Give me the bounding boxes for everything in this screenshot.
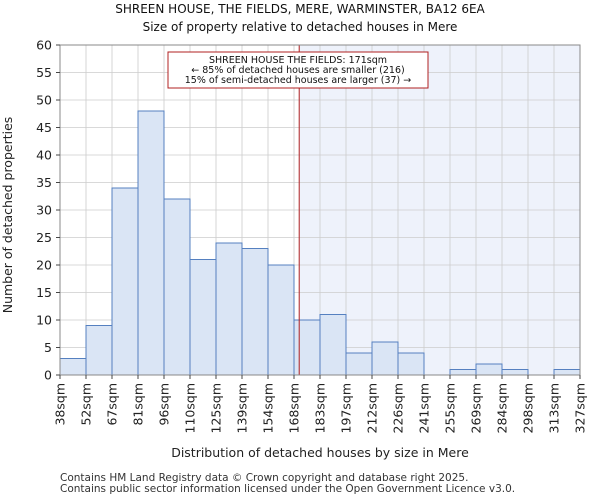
bar-81sqm xyxy=(137,110,165,376)
annotation-line-2: ← 85% of detached houses are smaller (21… xyxy=(191,65,404,76)
chart-title: SHREEN HOUSE, THE FIELDS, MERE, WARMINST… xyxy=(115,2,485,16)
bar-226sqm xyxy=(397,352,425,376)
x-tick-label-327sqm: 327sqm xyxy=(573,383,588,433)
x-tick-label-313sqm: 313sqm xyxy=(547,383,562,433)
x-tick-label-298sqm: 298sqm xyxy=(521,383,536,433)
x-tick-label-269sqm: 269sqm xyxy=(469,383,484,433)
bar-125sqm xyxy=(215,242,243,376)
y-axis-label: Number of detached properties xyxy=(0,117,15,314)
x-tick-label-183sqm: 183sqm xyxy=(313,383,328,433)
bar-168sqm xyxy=(293,319,321,376)
bar-67sqm xyxy=(111,187,139,376)
x-tick-label-197sqm: 197sqm xyxy=(339,383,354,433)
y-tick-label: 50 xyxy=(36,93,52,108)
footer-licence: Contains public sector information licen… xyxy=(60,483,516,495)
x-tick-label-241sqm: 241sqm xyxy=(417,383,432,433)
bar-38sqm xyxy=(59,358,87,376)
x-tick-label-125sqm: 125sqm xyxy=(209,383,224,433)
x-tick-label-284sqm: 284sqm xyxy=(495,383,510,433)
x-tick-label-81sqm: 81sqm xyxy=(131,383,146,426)
x-tick-label-168sqm: 168sqm xyxy=(287,383,302,433)
x-tick-label-255sqm: 255sqm xyxy=(443,383,458,433)
footer-copyright: Contains HM Land Registry data © Crown c… xyxy=(60,472,469,484)
y-tick-label: 0 xyxy=(44,368,52,383)
x-tick-label-38sqm: 38sqm xyxy=(53,383,68,426)
x-tick-label-96sqm: 96sqm xyxy=(157,383,172,426)
x-tick-label-154sqm: 154sqm xyxy=(261,383,276,433)
x-tick-label-226sqm: 226sqm xyxy=(391,383,406,433)
y-tick-label: 45 xyxy=(36,120,52,135)
chart-subtitle: Size of property relative to detached ho… xyxy=(143,20,458,34)
bar-183sqm xyxy=(319,314,347,376)
bar-197sqm xyxy=(345,352,373,376)
x-axis-ticks: 38sqm 52sqm 67sqm 81sqm 96sqm 110sqm 125sqm 139… xyxy=(53,375,588,433)
y-tick-label: 15 xyxy=(36,285,52,300)
x-tick-label-212sqm: 212sqm xyxy=(365,383,380,433)
annotation-line-3: 15% of semi-detached houses are larger (… xyxy=(185,75,412,86)
y-tick-label: 25 xyxy=(36,230,52,245)
bar-139sqm xyxy=(241,248,269,376)
y-tick-label: 35 xyxy=(36,175,52,190)
bar-313sqm xyxy=(553,369,581,376)
bar-154sqm xyxy=(267,264,295,376)
x-tick-label-52sqm: 52sqm xyxy=(79,383,94,426)
y-axis-ticks: 0 5 10 15 20 25 30 35 40 45 50 55 60 xyxy=(36,38,60,383)
bar-96sqm xyxy=(163,198,191,376)
x-axis-label: Distribution of detached houses by size … xyxy=(171,445,469,460)
annotation-frame xyxy=(167,51,429,89)
x-tick-label-67sqm: 67sqm xyxy=(105,383,120,426)
y-tick-label: 60 xyxy=(36,38,52,53)
y-tick-label: 55 xyxy=(36,65,52,80)
bar-52sqm xyxy=(85,325,113,376)
annotation-box: SHREEN HOUSE THE FIELDS: 171sqm ← 85% of… xyxy=(167,51,429,89)
y-tick-label: 20 xyxy=(36,258,52,273)
y-tick-label: 40 xyxy=(36,148,52,163)
y-tick-label: 10 xyxy=(36,313,52,328)
x-tick-label-110sqm: 110sqm xyxy=(183,383,198,433)
y-tick-label: 30 xyxy=(36,203,52,218)
bar-212sqm xyxy=(371,341,399,376)
y-tick-label: 5 xyxy=(44,340,52,355)
bar-284sqm xyxy=(501,369,529,376)
x-tick-label-139sqm: 139sqm xyxy=(235,383,250,433)
bar-255sqm xyxy=(449,369,477,376)
bar-110sqm xyxy=(189,259,217,376)
bar-269sqm xyxy=(475,363,503,376)
annotation-line-1: SHREEN HOUSE THE FIELDS: 171sqm xyxy=(209,55,387,66)
